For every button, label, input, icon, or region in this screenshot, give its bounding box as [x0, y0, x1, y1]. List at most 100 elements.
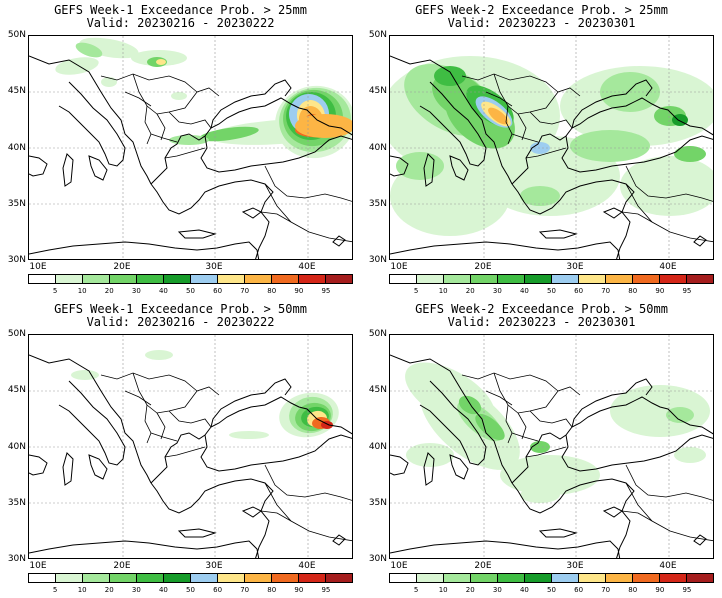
colorbar-swatch [525, 574, 552, 582]
country-border [625, 482, 713, 542]
colorbar-swatch [272, 574, 299, 582]
coastline [210, 79, 292, 129]
coastline [210, 378, 292, 428]
lat-label-35n: 35N [368, 199, 387, 209]
coastline [58, 380, 126, 466]
lon-label-40e: 40E [298, 262, 316, 272]
coastline [88, 155, 108, 181]
colorbar-swatch [137, 574, 164, 582]
probability-area [610, 385, 710, 437]
country-border [525, 446, 567, 458]
coastline [29, 155, 48, 177]
country-borders [100, 372, 352, 542]
coastline [538, 528, 578, 538]
lat-label-40n: 40N [368, 143, 387, 153]
lon-label-10e: 10E [390, 262, 408, 272]
colorbar-swatch [579, 275, 606, 283]
probability-area [488, 107, 508, 125]
colorbar-swatch [579, 574, 606, 582]
colorbar-tick-label: 60 [574, 287, 584, 295]
probability-area [500, 455, 600, 495]
coastline [390, 454, 409, 476]
coastlines [29, 354, 352, 558]
probability-area [55, 57, 99, 75]
colorbar-swatch [83, 275, 110, 283]
country-border [100, 372, 198, 392]
lon-label-30e: 30E [566, 561, 584, 571]
coastlines [390, 354, 713, 558]
country-border [529, 111, 573, 129]
colorbar-tick-label: 20 [104, 586, 114, 594]
colorbar-tick-label: 30 [492, 287, 502, 295]
country-border [124, 390, 152, 406]
probability-shading [390, 56, 713, 236]
colorbar-swatch [56, 275, 83, 283]
colorbar [28, 573, 353, 583]
coastline [571, 79, 653, 129]
coastline [29, 241, 260, 259]
colorbar-tick-label: 5 [52, 287, 58, 295]
coastline [693, 534, 707, 546]
colorbar-swatch [56, 574, 83, 582]
colorbar-swatch [606, 574, 633, 582]
colorbar-tick-label: 90 [655, 287, 665, 295]
colorbar-swatch [326, 574, 352, 582]
graticule [29, 335, 352, 558]
lat-label-45n: 45N [368, 385, 387, 395]
colorbar-swatch [110, 275, 137, 283]
colorbar-swatch [687, 275, 713, 283]
colorbar-swatch [390, 275, 417, 283]
country-border [264, 482, 352, 542]
probability-area [520, 186, 560, 206]
colorbar-tick-label: 5 [413, 586, 419, 594]
lon-label-40e: 40E [659, 262, 677, 272]
colorbar-swatch [326, 275, 352, 283]
colorbar-swatch [417, 574, 444, 582]
country-border [485, 91, 513, 107]
graticule [390, 36, 713, 259]
country-border [625, 183, 713, 243]
colorbar-swatch [606, 275, 633, 283]
lat-label-30n: 30N [7, 554, 26, 564]
coastline [390, 55, 513, 185]
country-border [150, 432, 178, 442]
coastline [390, 155, 409, 177]
colorbar-swatch [299, 574, 326, 582]
colorbar-tick-label: 30 [131, 287, 141, 295]
colorbar [389, 274, 714, 284]
lat-label-50n: 50N [368, 30, 387, 40]
country-border [264, 165, 352, 202]
lat-label-50n: 50N [7, 30, 26, 40]
coastline [150, 179, 274, 259]
colorbar-swatch [29, 574, 56, 582]
colorbar-swatch [272, 275, 299, 283]
colorbar-tick-label: 50 [186, 287, 195, 295]
lat-label-50n: 50N [7, 329, 26, 339]
colorbar-tick-label: 10 [77, 287, 87, 295]
country-border [264, 183, 352, 243]
lat-label-35n: 35N [7, 199, 26, 209]
coastline [177, 229, 217, 239]
map-frame [28, 35, 353, 260]
lat-label-45n: 45N [368, 86, 387, 96]
country-borders [100, 73, 352, 243]
lat-label-30n: 30N [368, 554, 387, 564]
coastline [390, 354, 513, 484]
probability-area [458, 395, 482, 415]
coastline [419, 380, 487, 466]
lon-label-20e: 20E [474, 262, 492, 272]
colorbar-tick-label: 95 [682, 287, 692, 295]
colorbar-swatch [110, 574, 137, 582]
coastline [332, 235, 346, 247]
colorbar-swatch [633, 574, 660, 582]
colorbar-tick-label: 90 [294, 287, 304, 295]
colorbar [28, 274, 353, 284]
colorbar-swatch [471, 574, 498, 582]
colorbar-tick-label: 80 [267, 586, 277, 594]
coastline [561, 135, 713, 173]
country-border [493, 372, 581, 414]
colorbar-tick-label: 40 [519, 586, 529, 594]
colorbar-tick-label: 70 [601, 287, 611, 295]
graticule [29, 36, 352, 259]
colorbar-swatch [390, 574, 417, 582]
